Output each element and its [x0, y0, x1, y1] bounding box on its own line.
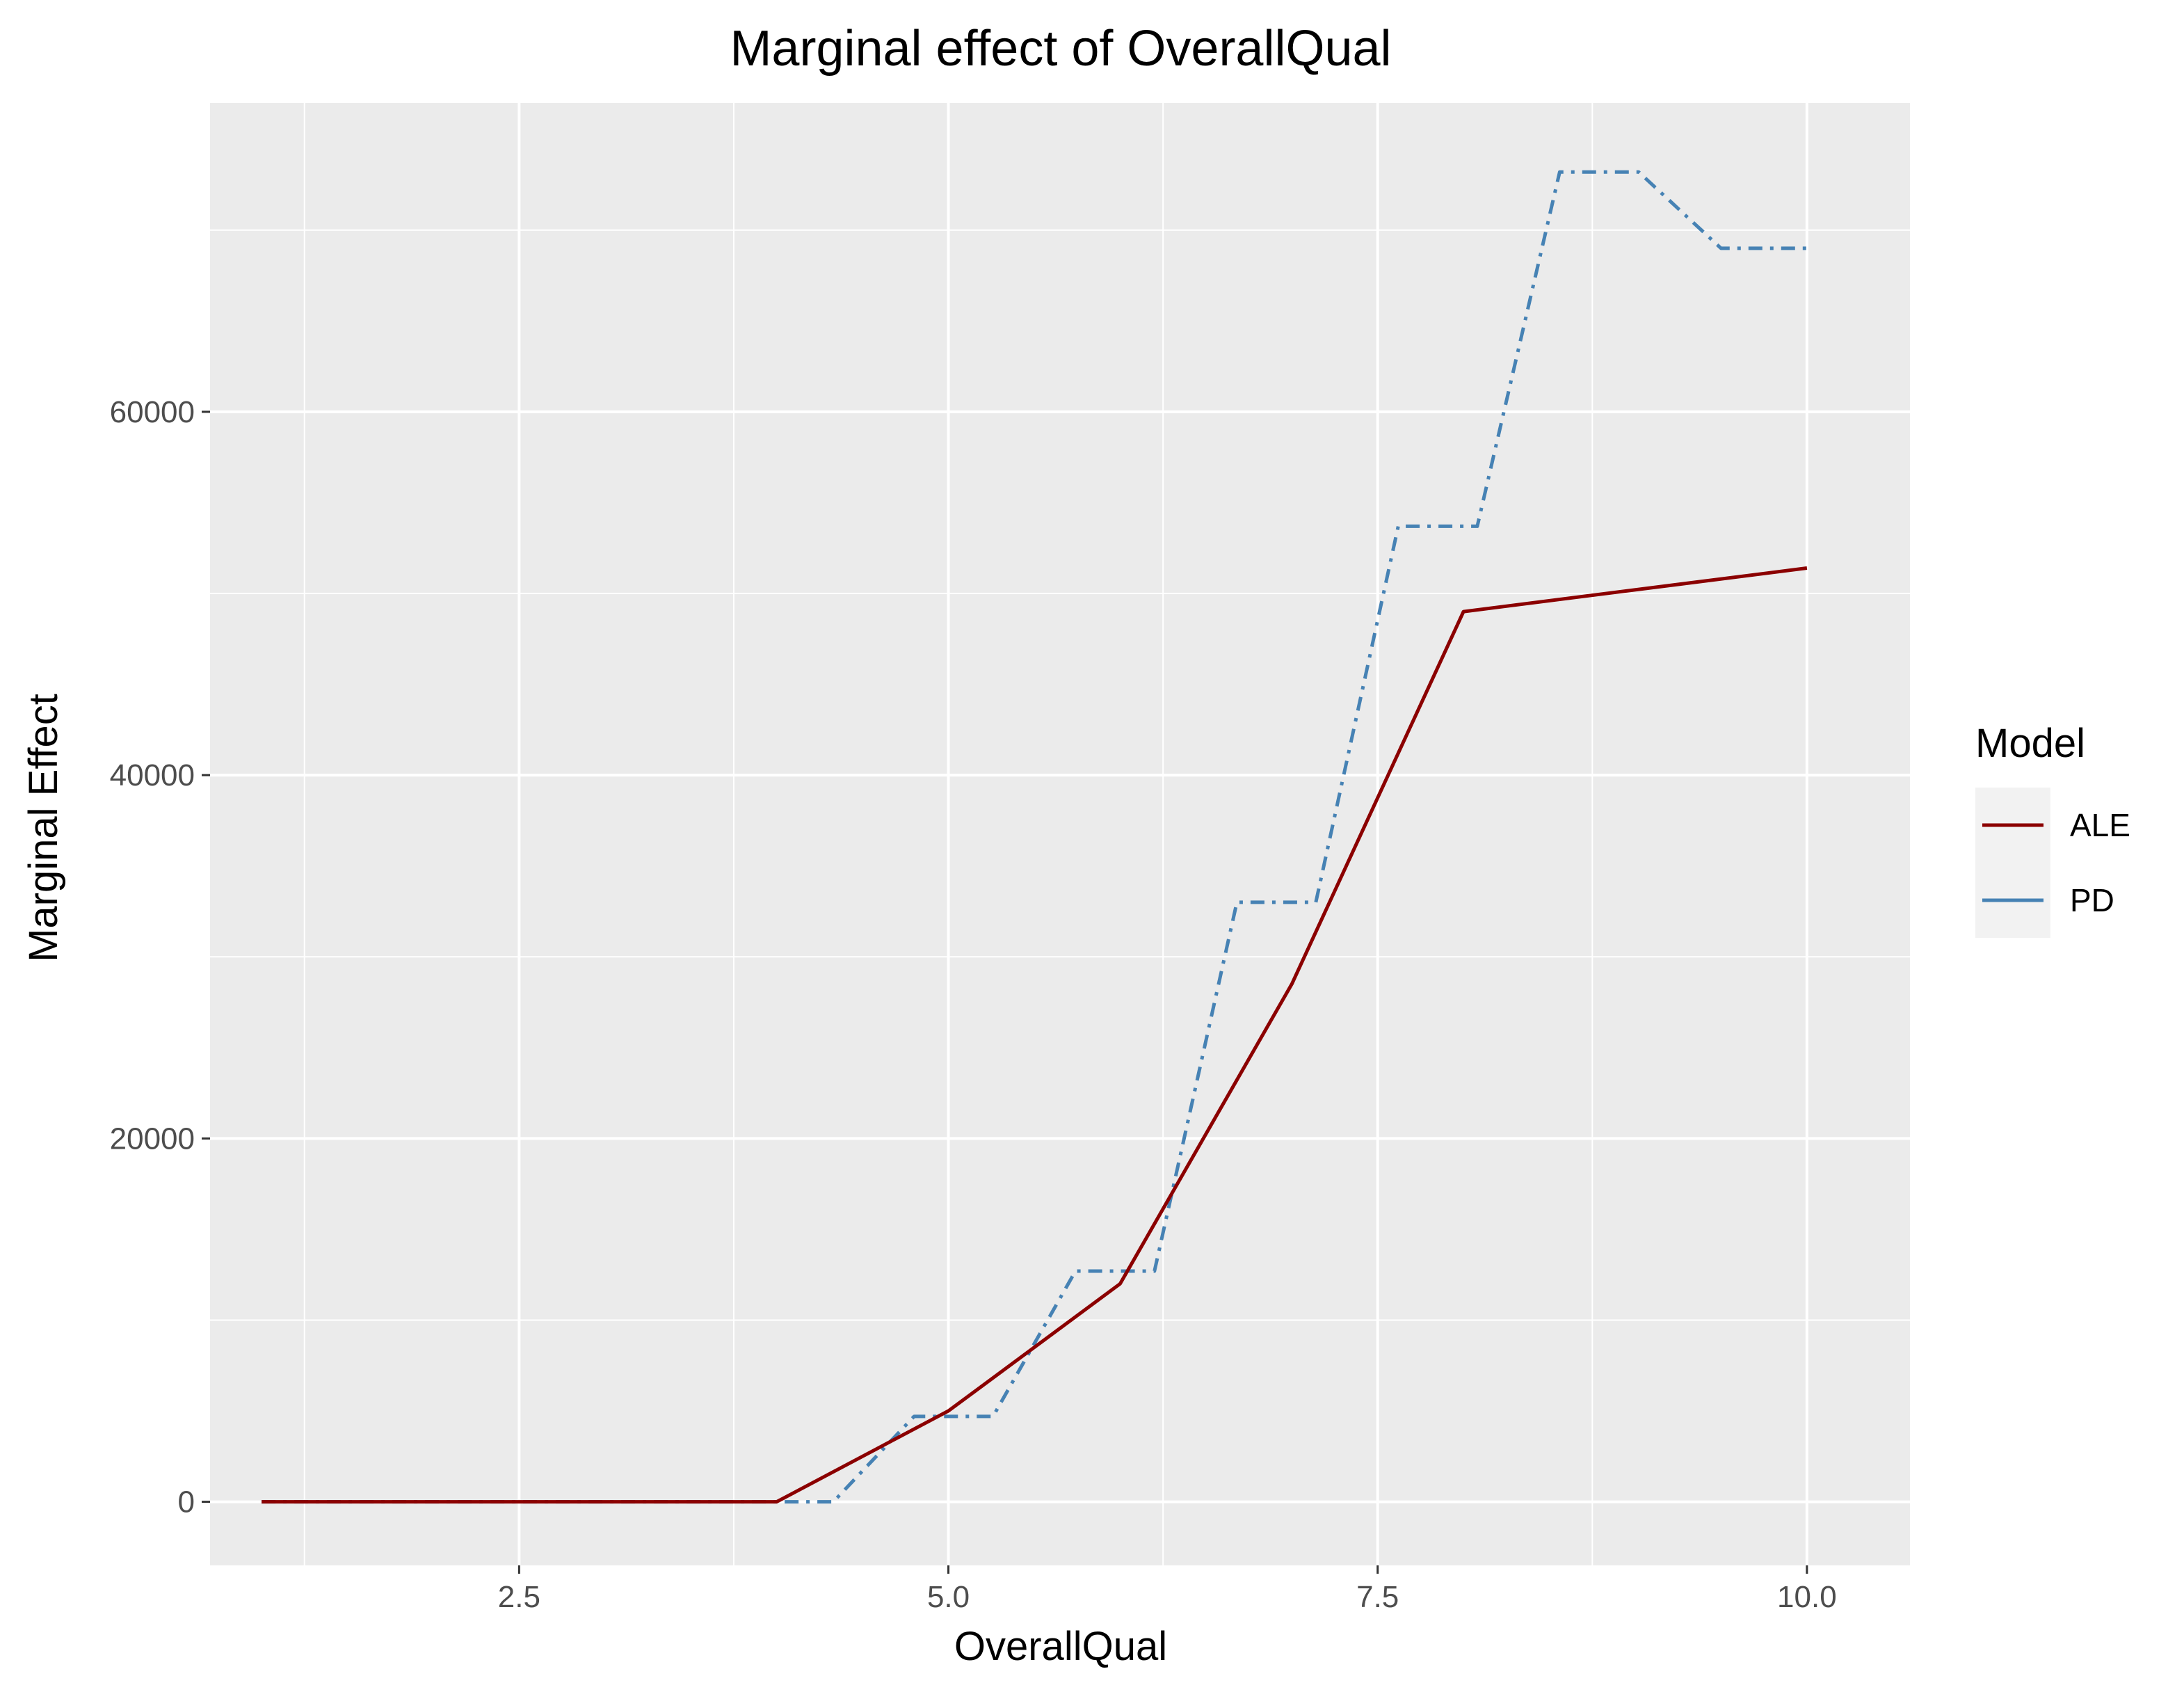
x-axis-title: OverallQual	[954, 1624, 1167, 1669]
y-tick-label-3: 60000	[110, 395, 195, 429]
legend-label-ale: ALE	[2070, 807, 2130, 843]
major-gridlines	[210, 103, 1910, 1565]
x-tick-label-3: 10.0	[1777, 1580, 1837, 1614]
y-tick-label-0: 0	[178, 1485, 195, 1519]
legend-label-pd: PD	[2070, 882, 2114, 918]
y-axis-title: Marginal Effect	[21, 694, 66, 962]
legend-title: Model	[1975, 721, 2085, 766]
series-line-pd	[262, 170, 1807, 1504]
plot-panel	[210, 103, 1910, 1565]
x-tick-label-1: 5.0	[927, 1580, 970, 1614]
y-tick-label-2: 40000	[110, 758, 195, 792]
minor-gridlines	[210, 103, 1910, 1565]
legend: Model ALE PD	[1975, 721, 2130, 938]
series-line-ale	[262, 566, 1808, 1504]
x-tick-label-0: 2.5	[498, 1580, 540, 1614]
series-layer	[262, 170, 1808, 1504]
y-tick-label-1: 20000	[110, 1122, 195, 1156]
chart-title: Marginal effect of OverallQual	[730, 21, 1391, 77]
x-tick-label-2: 7.5	[1356, 1580, 1399, 1614]
x-axis: 2.5 5.0 7.5 10.0	[498, 1565, 1837, 1614]
y-axis: 0 20000 40000 60000	[110, 395, 210, 1519]
